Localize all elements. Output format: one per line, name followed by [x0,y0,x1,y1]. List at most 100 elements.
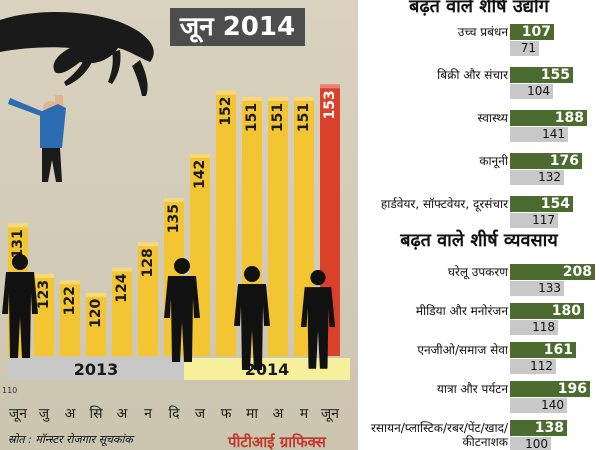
bar-current: 161 [510,342,576,358]
bar [112,267,132,356]
bar-value-label: 153 [322,90,338,119]
category-label: हार्डवेयर, सॉफ्टवेयर, दूरसंचार [380,197,508,211]
month-tick-label: जून [9,406,27,422]
category-label: बिक्री और संचार [437,68,508,82]
bar-current: 180 [510,303,584,319]
bar-cap [8,223,28,228]
growth-row: यात्रा और पर्यटन 196 140 [358,379,600,419]
bar [216,90,236,356]
monthly-bar-chart: 131 जून 123 जु 122 अ 120 सि 124 अ 128 न 135 दि 142 ज 152… [2,84,350,422]
growth-row: कानूनी 176 132 [358,151,600,191]
bar [60,280,80,356]
growth-row: रसायन/प्लास्टिक/रबर/पेंट/खाद/कीटनाशक 138 1… [358,418,600,450]
month-tick-label: अ [273,406,284,422]
month-tick-label: म [300,406,309,422]
growth-row: उच्च प्रबंधन 107 71 [358,22,600,62]
bar-previous: 133 [510,281,564,296]
bar-cap [294,96,314,101]
bar-value-label: 131 [10,229,26,258]
bar-value-label: 152 [218,97,234,126]
growth-row: बिक्री और संचार 155 104 [358,65,600,105]
hanging-person-icon [8,95,66,182]
month-tick-label: ज [195,406,206,422]
month-tick-label: सि [89,405,103,422]
bar-value-label: 123 [36,280,52,309]
category-label: घरेलू उपकरण [447,265,508,279]
bar-cap [112,267,132,272]
bar-cap [268,96,288,101]
month-tick-label: न [144,406,152,422]
bar-value-label: 142 [192,160,208,189]
bar-previous: 117 [510,213,558,228]
brand-label: पीटीआई ग्राफिक्स [228,433,326,450]
month-tick-label: जून [321,406,339,422]
bar-previous: 71 [510,41,539,56]
businessman-silhouette-icon [300,270,336,369]
hand-icon [0,12,154,96]
bar-cap [138,242,158,247]
bar-current: 188 [510,110,587,126]
category-label: रसायन/प्लास्टिक/रबर/पेंट/खाद/कीटनाशक [371,421,508,449]
businessman-silhouette-icon [2,254,38,358]
year-label-2014: 2014 [245,360,290,379]
bar-cap [34,273,54,278]
bar-previous: 100 [510,437,551,450]
businessman-silhouette-icon [164,258,200,362]
category-label: उच्च प्रबंधन [457,25,508,39]
bar-cap [86,292,106,297]
month-tick-label: अ [65,406,76,422]
bar-value-label: 151 [270,103,286,132]
bar-value-label: 151 [296,103,312,132]
bar [138,242,158,356]
year-label-2013: 2013 [74,360,119,379]
bar [268,96,288,356]
bar-value-label: 122 [62,286,78,315]
bar-cap [320,84,340,89]
bar-cap [164,198,184,202]
source-note: स्रोत : मॉन्स्टर रोजगार सूचकांक [8,433,133,446]
category-label: स्वास्थ्य [477,111,508,125]
bar-previous: 132 [510,170,564,185]
month-tick-label: मा [246,406,258,422]
occupations-title: बढ़त वाले शीर्ष व्यवसाय [400,230,558,251]
category-label: मीडिया और मनोरंजन [415,304,508,318]
decor-layer [0,12,154,182]
monthly-index-panel: जून 2014 131 जून 123 जु 122 अ 120 सि 124 अ 128 न 135… [0,0,358,450]
bar [86,292,106,356]
growth-panel: बढ़त वाले शीर्ष उद्योग उच्च प्रबंधन 107 71… [358,0,600,450]
bar-value-label: 135 [166,204,182,233]
growth-row: एनजीओ/समाज सेवा 161 112 [358,340,600,380]
bar-current: 155 [510,67,573,83]
bar-current: 138 [510,420,567,436]
month-tick-label: फ [221,406,232,422]
bar-cap [216,90,236,95]
category-label: यात्रा और पर्यटन [436,382,508,396]
bar-value-label: 128 [140,248,156,277]
bar [34,273,54,356]
category-label: कानूनी [479,154,508,168]
bar-current: 196 [510,381,590,397]
growth-row: स्वास्थ्य 188 141 [358,108,600,148]
chart-title: जून 2014 [170,8,305,46]
bar-value-label: 120 [88,299,104,328]
month-tick-label: जु [39,406,50,422]
bar-current: 176 [510,153,582,169]
industries-title: बढ़त वाले शीर्ष उद्योग [409,0,549,17]
bar-previous: 140 [510,398,567,413]
baseline-label: 110 [2,386,17,395]
growth-row: हार्डवेयर, सॉफ्टवेयर, दूरसंचार 154 117 [358,194,600,234]
bar-current: 154 [510,196,573,212]
growth-row: घरेलू उपकरण 208 133 [358,262,600,302]
bar-cap [242,96,262,101]
bar-current: 107 [510,24,554,40]
year-band-2013 [8,358,184,380]
bar-cap [60,280,80,285]
month-tick-label: अ [117,406,128,422]
bar-previous: 118 [510,320,558,335]
bar-previous: 112 [510,359,556,374]
bar-current: 208 [510,264,595,280]
bar-value-label: 124 [114,273,130,302]
growth-row: मीडिया और मनोरंजन 180 118 [358,301,600,341]
bar-previous: 141 [510,127,568,142]
bar-value-label: 151 [244,103,260,132]
